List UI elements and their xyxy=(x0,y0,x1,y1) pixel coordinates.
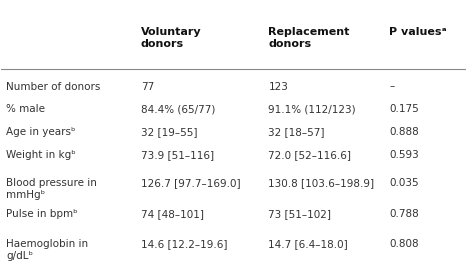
Text: Age in yearsᵇ: Age in yearsᵇ xyxy=(6,127,76,137)
Text: 0.593: 0.593 xyxy=(389,150,419,160)
Text: –: – xyxy=(389,82,394,92)
Text: 126.7 [97.7–169.0]: 126.7 [97.7–169.0] xyxy=(141,178,241,188)
Text: 77: 77 xyxy=(141,82,154,92)
Text: 130.8 [103.6–198.9]: 130.8 [103.6–198.9] xyxy=(269,178,375,188)
Text: 73 [51–102]: 73 [51–102] xyxy=(269,209,331,219)
Text: 0.788: 0.788 xyxy=(389,209,419,219)
Text: Number of donors: Number of donors xyxy=(6,82,100,92)
Text: 123: 123 xyxy=(269,82,288,92)
Text: 32 [18–57]: 32 [18–57] xyxy=(269,127,325,137)
Text: 72.0 [52–116.6]: 72.0 [52–116.6] xyxy=(269,150,351,160)
Text: 14.6 [12.2–19.6]: 14.6 [12.2–19.6] xyxy=(141,239,227,250)
Text: Voluntary
donors: Voluntary donors xyxy=(141,27,201,49)
Text: 0.035: 0.035 xyxy=(389,178,418,188)
Text: 84.4% (65/77): 84.4% (65/77) xyxy=(141,105,215,114)
Text: Blood pressure in
mmHgᵇ: Blood pressure in mmHgᵇ xyxy=(6,178,97,200)
Text: Haemoglobin in
g/dLᵇ: Haemoglobin in g/dLᵇ xyxy=(6,239,88,261)
Text: 14.7 [6.4–18.0]: 14.7 [6.4–18.0] xyxy=(269,239,348,250)
Text: 0.175: 0.175 xyxy=(389,105,419,114)
Text: Pulse in bpmᵇ: Pulse in bpmᵇ xyxy=(6,209,78,219)
Text: 0.808: 0.808 xyxy=(389,239,418,250)
Text: Replacement
donors: Replacement donors xyxy=(269,27,350,49)
Text: % male: % male xyxy=(6,105,45,114)
Text: 74 [48–101]: 74 [48–101] xyxy=(141,209,204,219)
Text: 73.9 [51–116]: 73.9 [51–116] xyxy=(141,150,214,160)
Text: 91.1% (112/123): 91.1% (112/123) xyxy=(269,105,356,114)
Text: 32 [19–55]: 32 [19–55] xyxy=(141,127,197,137)
Text: Weight in kgᵇ: Weight in kgᵇ xyxy=(6,150,76,160)
Text: P valuesᵃ: P valuesᵃ xyxy=(389,27,446,37)
Text: 0.888: 0.888 xyxy=(389,127,419,137)
